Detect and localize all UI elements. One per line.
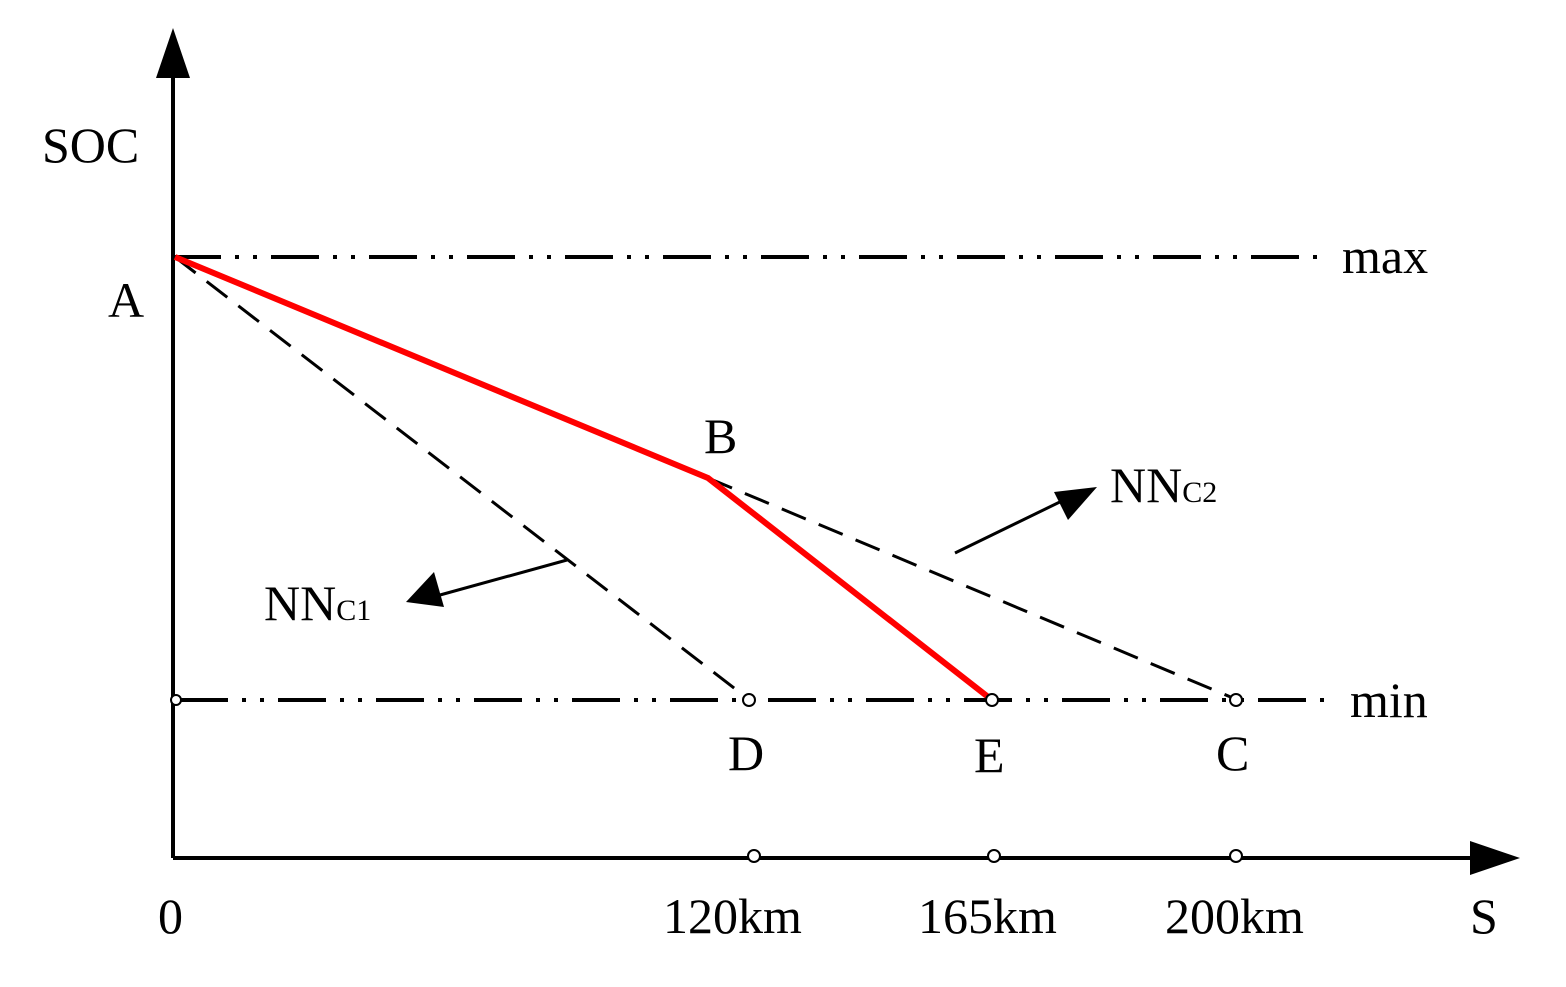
min-line-start-marker (170, 694, 182, 706)
x-tick-label-120: 120km (663, 888, 802, 944)
x-tick-165-marker (987, 849, 1001, 863)
nn-c1-main: NN (264, 575, 336, 631)
origin-label: 0 (158, 888, 183, 944)
point-b-label: B (704, 408, 737, 464)
y-axis-label: SOC (42, 117, 139, 173)
nn-c2-label: NNC2 (1110, 457, 1217, 513)
nn-c1-arrowhead (406, 572, 444, 607)
actual-path-a-b-e (173, 254, 994, 703)
dashed-path-a-d (174, 255, 748, 700)
y-axis-arrowhead (156, 28, 190, 78)
point-e-marker (985, 693, 999, 707)
nn-c1-label: NNC1 (264, 575, 371, 631)
point-d-marker (742, 693, 756, 707)
x-tick-120-marker (747, 849, 761, 863)
point-a-label: A (108, 272, 144, 328)
min-label: min (1350, 672, 1428, 728)
x-tick-label-165: 165km (918, 888, 1057, 944)
nn-c1-subscript: C1 (336, 594, 371, 627)
nn-c2-subscript: C2 (1182, 476, 1217, 509)
point-c-label: C (1216, 725, 1249, 781)
point-e-label: E (974, 727, 1005, 783)
point-d-label: D (728, 725, 764, 781)
x-tick-200-marker (1229, 849, 1243, 863)
nn-c2-leader (954, 496, 1069, 555)
x-axis-arrowhead (1470, 841, 1520, 875)
nn-c2-main: NN (1110, 457, 1182, 513)
nn-c2-arrowhead (1054, 487, 1097, 520)
point-c-marker (1229, 693, 1243, 707)
nn-c1-leader (439, 558, 568, 597)
x-tick-label-200: 200km (1165, 888, 1304, 944)
max-label: max (1342, 228, 1428, 284)
x-axis-label: S (1470, 888, 1498, 944)
dashed-path-b-c (707, 476, 1234, 700)
